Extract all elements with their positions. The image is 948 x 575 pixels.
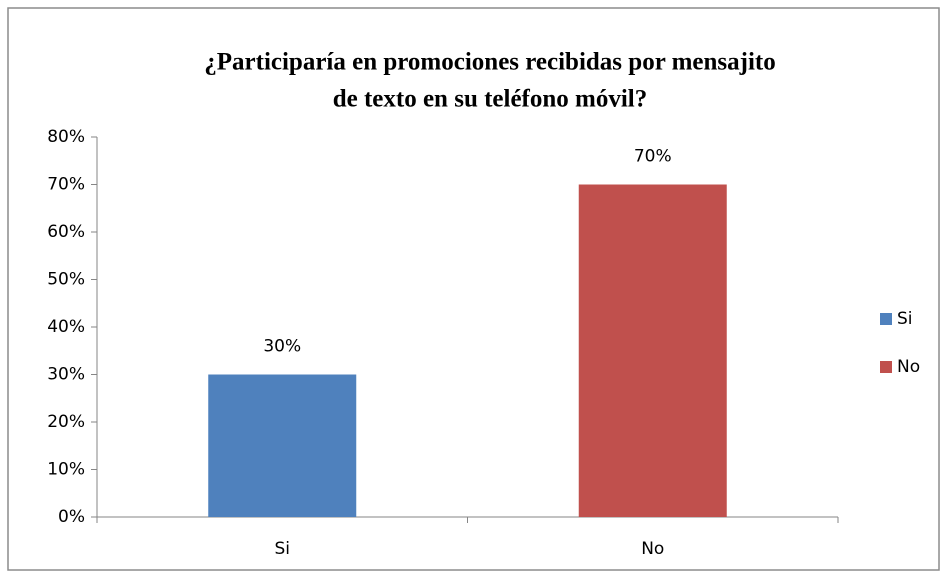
y-tick-label: 0%: [58, 507, 85, 527]
y-tick-label: 50%: [47, 270, 85, 290]
chart-frame: [7, 7, 940, 571]
y-tick-label: 80%: [47, 127, 85, 147]
legend-label: Si: [897, 309, 913, 329]
data-label: 30%: [263, 337, 301, 357]
legend-swatch: [880, 361, 892, 373]
y-tick-label: 30%: [47, 365, 85, 385]
x-tick-label: Si: [274, 539, 290, 559]
y-tick-label: 20%: [47, 412, 85, 432]
chart-title: de texto en su teléfono móvil?: [333, 86, 648, 113]
y-tick-label: 10%: [47, 460, 85, 480]
bar: [578, 184, 727, 517]
y-tick-label: 70%: [47, 175, 85, 195]
y-tick-label: 40%: [47, 317, 85, 337]
legend-swatch: [880, 313, 892, 325]
chart-title: ¿Participaría en promociones recibidas p…: [204, 49, 775, 76]
x-tick-label: No: [641, 539, 664, 559]
y-tick-label: 60%: [47, 222, 85, 242]
data-label: 70%: [634, 147, 672, 167]
legend-label: No: [897, 357, 920, 377]
bar: [208, 374, 357, 517]
